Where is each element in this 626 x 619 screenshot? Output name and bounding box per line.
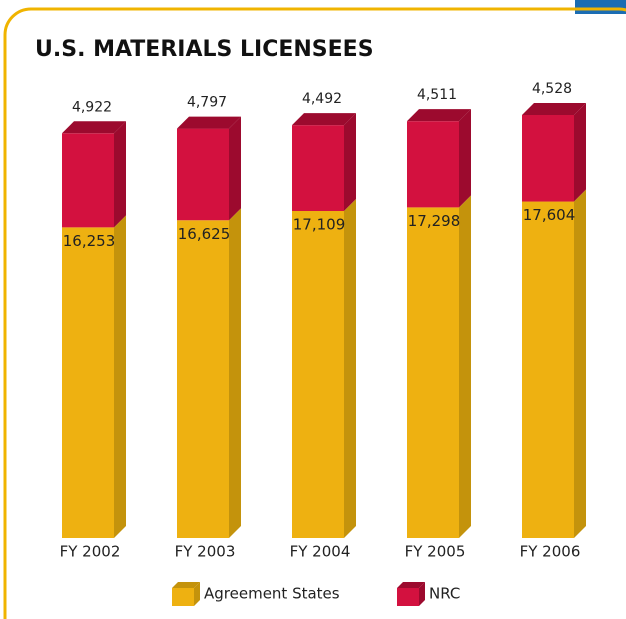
bar	[522, 115, 574, 202]
legend-swatch-side	[419, 582, 425, 606]
bar	[292, 125, 344, 212]
legend-swatch-side	[194, 582, 200, 606]
bar-top	[407, 109, 471, 122]
bar-side	[114, 121, 126, 228]
x-tick-label: FY 2005	[405, 543, 466, 561]
bar	[62, 133, 114, 228]
bar	[407, 121, 459, 208]
value-label: 17,298	[408, 212, 461, 230]
value-label: 4,922	[72, 99, 112, 115]
bar	[177, 128, 229, 221]
bar-side	[574, 103, 586, 202]
bar-top	[522, 103, 586, 115]
x-tick-label: FY 2004	[290, 543, 351, 561]
legend-label: Agreement States	[204, 585, 340, 603]
bar-side	[344, 199, 356, 539]
value-label: 16,253	[63, 232, 116, 250]
bar	[62, 227, 114, 538]
value-label: 17,109	[293, 216, 346, 234]
bar-side	[344, 113, 356, 212]
bar-top	[292, 113, 356, 126]
value-label: 4,528	[532, 81, 572, 97]
bar	[407, 207, 459, 538]
value-label: 4,797	[187, 95, 227, 111]
value-label: 17,604	[523, 206, 576, 224]
tab	[575, 0, 626, 14]
bar	[522, 201, 574, 538]
bar-side	[229, 116, 241, 221]
legend-swatch-top	[397, 582, 425, 588]
x-tick-label: FY 2006	[520, 543, 581, 561]
frame	[3, 7, 626, 619]
bar-side	[114, 215, 126, 538]
legend-swatch	[397, 588, 419, 606]
bar	[292, 211, 344, 539]
value-label: 16,625	[178, 225, 231, 243]
bar-side	[229, 208, 241, 539]
value-label: 4,511	[417, 87, 457, 103]
legend-label: NRC	[429, 585, 460, 603]
x-tick-label: FY 2003	[175, 543, 236, 561]
bar	[177, 220, 229, 539]
legend-swatch-top	[172, 582, 200, 588]
bar-top	[62, 121, 126, 134]
chart-title: U.S. MATERIALS LICENSEES	[35, 37, 374, 62]
value-label: 4,492	[302, 91, 342, 107]
bar-top	[177, 116, 241, 129]
legend-swatch	[172, 588, 194, 606]
bar-side	[459, 195, 471, 538]
x-tick-label: FY 2002	[60, 543, 121, 561]
bar-side	[459, 109, 471, 208]
bar-side	[574, 189, 586, 538]
